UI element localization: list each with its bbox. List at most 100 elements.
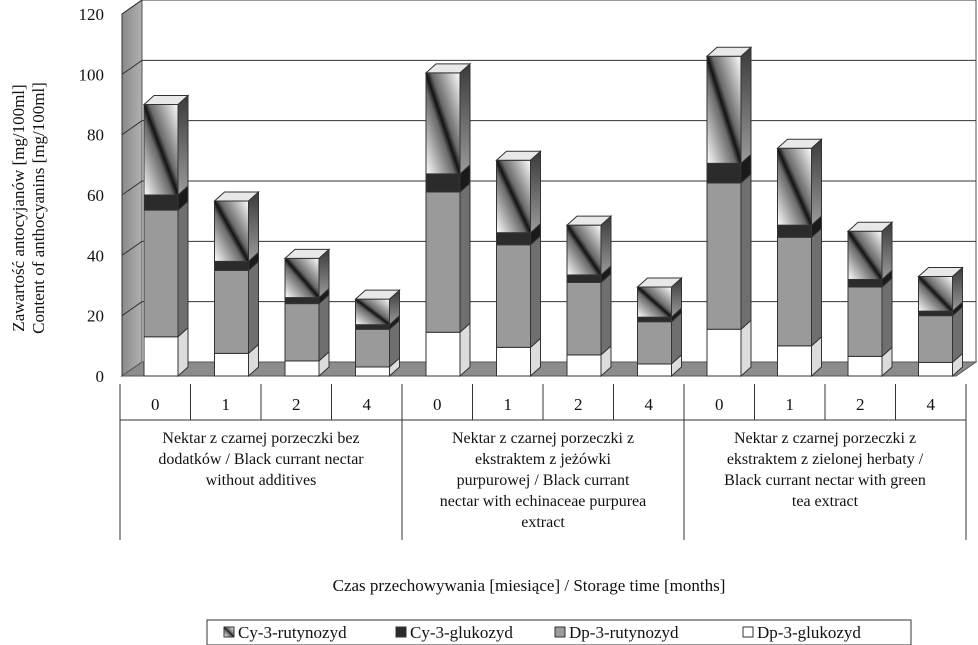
bar-front (425, 331, 461, 377)
legend-entry: Cy-3-rutynozyd (223, 623, 347, 642)
bar-front (143, 104, 179, 196)
bar-segment (354, 288, 401, 326)
bar-front (143, 194, 179, 211)
bar-front (355, 298, 390, 326)
bar-side (248, 260, 259, 355)
bar-side (811, 138, 822, 227)
bar-side (600, 215, 612, 277)
x-tick-label: 4 (645, 395, 654, 414)
bar-top (424, 63, 472, 74)
bar-front (496, 244, 531, 348)
gridline (121, 180, 976, 196)
category-group-label: ekstraktem z zielonej herbaty / (727, 451, 924, 468)
y-tick-label: 80 (87, 126, 104, 145)
bar-top (776, 138, 823, 149)
bar-top (354, 289, 401, 300)
bar-top (846, 221, 894, 232)
bar-side (600, 272, 612, 357)
legend-label: Cy-3-glukozyd (410, 623, 513, 642)
bar-segment (565, 215, 613, 277)
bar-segment (705, 46, 753, 165)
bar-segment (918, 352, 963, 378)
x-tick-label: 0 (715, 395, 724, 414)
bar-segment (566, 272, 612, 357)
bar-segment (496, 337, 541, 378)
bar-front (847, 230, 883, 280)
bar-side (881, 221, 893, 281)
y-axis-title: Content of anthocyanins [mg/100ml] (29, 82, 48, 334)
bar-segment (425, 181, 471, 334)
bar-front (214, 352, 249, 377)
bar-segment (496, 234, 541, 349)
bar-front (566, 281, 602, 356)
x-tick-label: 0 (433, 395, 442, 414)
gridline (121, 59, 976, 75)
bar-front (566, 274, 602, 283)
bar-segment (495, 150, 542, 234)
bar-front (637, 363, 672, 377)
bar-side (530, 234, 541, 349)
bar-segment (777, 227, 822, 347)
bar-side (530, 150, 541, 234)
bar-segment (213, 190, 260, 263)
legend-box (206, 619, 912, 645)
bar-top (142, 95, 190, 105)
bar-front (918, 361, 953, 377)
bar-front (847, 278, 883, 288)
bar-segment (284, 350, 330, 378)
gridline (121, 301, 976, 317)
bar-side (459, 181, 471, 334)
bar-front (777, 236, 812, 347)
bar-front (918, 310, 953, 317)
x-tick-label: 1 (786, 395, 795, 414)
bar-front (706, 328, 742, 377)
bar-front (777, 147, 812, 226)
bar-front (143, 336, 179, 377)
bar-side (177, 94, 189, 197)
legend-label: Dp-3-rutynozyd (569, 623, 679, 642)
y-axis-title: Zawartość antocyjanów [mg/100ml] (9, 84, 28, 331)
bar-front (777, 224, 812, 238)
bar-front (284, 360, 320, 377)
category-group-label: Nektar z czarnej porzeczki bez (162, 430, 359, 447)
bar-front (566, 354, 602, 377)
bar-front (284, 303, 320, 362)
bar-front (425, 191, 461, 333)
y-tick-label: 0 (96, 367, 105, 386)
category-group-label: extract (521, 514, 565, 531)
bar-top (213, 191, 260, 202)
bar-front (355, 328, 390, 368)
plot-area (120, 0, 978, 377)
bar-front (918, 275, 953, 312)
bar-segment (283, 248, 331, 299)
bar-segment (777, 335, 822, 378)
bar-front (284, 297, 320, 305)
bar-top (636, 277, 683, 288)
category-group-label: Nektar z czarnej porzeczki z (452, 430, 634, 447)
y-tick-label: 40 (87, 246, 104, 265)
bar-front (706, 182, 742, 330)
bar-segment (143, 326, 189, 378)
x-tick-label: 0 (151, 395, 160, 414)
x-tick-label: 2 (292, 395, 301, 414)
legend-entry: Cy-3-glukozyd (395, 623, 513, 642)
bar-segment (424, 62, 472, 176)
axes: 0 20 40 60 80 100 120 Zawartość antocyjanów [mg… (9, 5, 123, 386)
bar-segment (918, 301, 963, 317)
bar-front (918, 315, 953, 363)
bar-top (705, 46, 753, 57)
bar-front (496, 232, 531, 246)
legend-swatch (742, 626, 754, 638)
bar-front (355, 324, 390, 330)
bar-front (143, 209, 179, 338)
bar-front (284, 257, 320, 299)
x-tick-label: 2 (574, 395, 583, 414)
bar-side (952, 305, 963, 364)
bar-front (637, 316, 672, 323)
bar-segment (637, 353, 682, 378)
bar-segment (706, 172, 752, 331)
bar-segment (846, 221, 894, 281)
bar-front (706, 162, 742, 184)
